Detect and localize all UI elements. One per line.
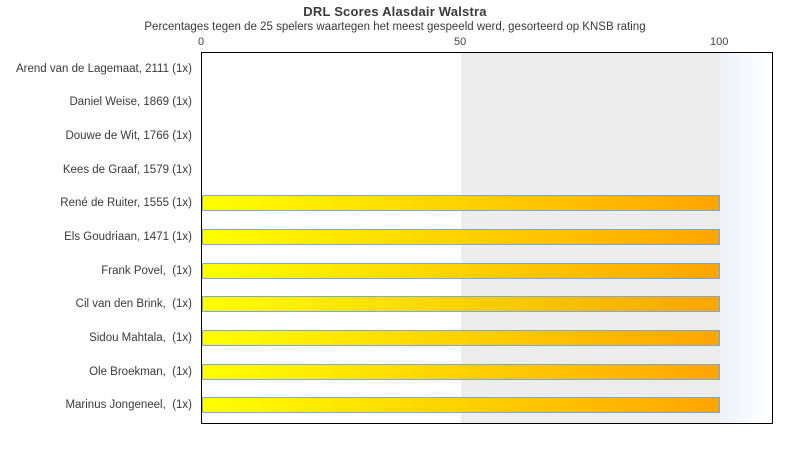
bar <box>202 397 721 414</box>
x-tick-label: 50 <box>453 36 467 48</box>
category-label: Cil van den Brink, (1x) <box>75 298 192 311</box>
bar <box>202 296 721 313</box>
bar <box>202 262 721 279</box>
bar <box>202 195 721 212</box>
background-band-beyond-100 <box>720 53 772 423</box>
category-label: Sidou Mahtala, (1x) <box>89 331 192 344</box>
bar <box>202 229 721 245</box>
category-label: Frank Povel, (1x) <box>101 264 192 277</box>
y-axis-labels: Arend van de Lagemaat, 2111 (1x) Daniel W… <box>0 52 192 422</box>
category-label: Kees de Graaf, 1579 (1x) <box>62 163 192 176</box>
category-label: Ole Broekman, (1x) <box>89 365 192 378</box>
bar <box>202 363 721 380</box>
category-label: Douwe de Wit, 1766 (1x) <box>65 130 192 143</box>
x-tick-label: 0 <box>197 36 205 48</box>
bar <box>202 329 721 346</box>
plot-area <box>201 52 773 424</box>
category-label: Daniel Weise, 1869 (1x) <box>69 96 192 109</box>
category-label: Arend van de Lagemaat, 2111 (1x) <box>15 62 192 75</box>
chart-subtitle: Percentages tegen de 25 spelers waartege… <box>144 21 646 33</box>
category-label: Els Goudriaan, 1471 (1x) <box>64 230 192 243</box>
x-tick-label: 100 <box>709 36 729 48</box>
chart-title: DRL Scores Alasdair Walstra <box>303 4 487 19</box>
category-label: Marinus Jongeneel, (1x) <box>65 399 192 412</box>
category-label: René de Ruiter, 1555 (1x) <box>60 197 192 210</box>
x-axis-ticks: 0 50 100 <box>197 36 771 50</box>
